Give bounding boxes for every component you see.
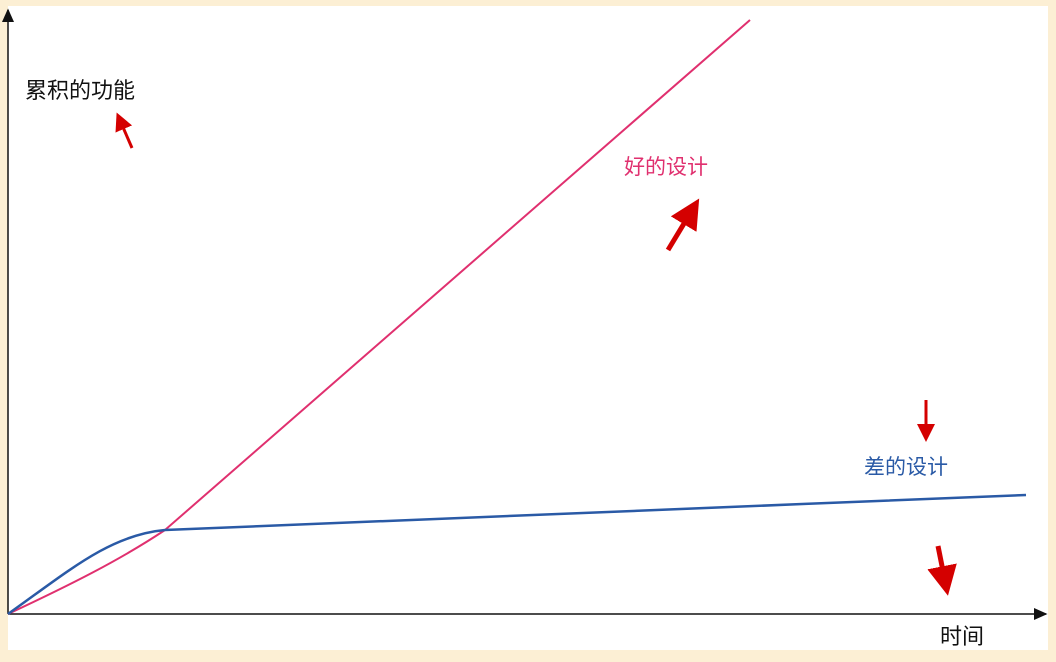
arrow — [115, 112, 134, 149]
x-axis-label: 时间 — [940, 625, 984, 650]
curve-label: 好的设计 — [624, 155, 708, 179]
bad-design-curve — [7, 493, 1027, 616]
canvas — [8, 6, 1048, 650]
arrow — [665, 198, 700, 252]
curve-label: 差的设计 — [864, 455, 948, 479]
good-design-curve — [7, 19, 751, 615]
y-axis-label: 累积的功能 — [25, 79, 135, 104]
arrow — [927, 545, 957, 596]
